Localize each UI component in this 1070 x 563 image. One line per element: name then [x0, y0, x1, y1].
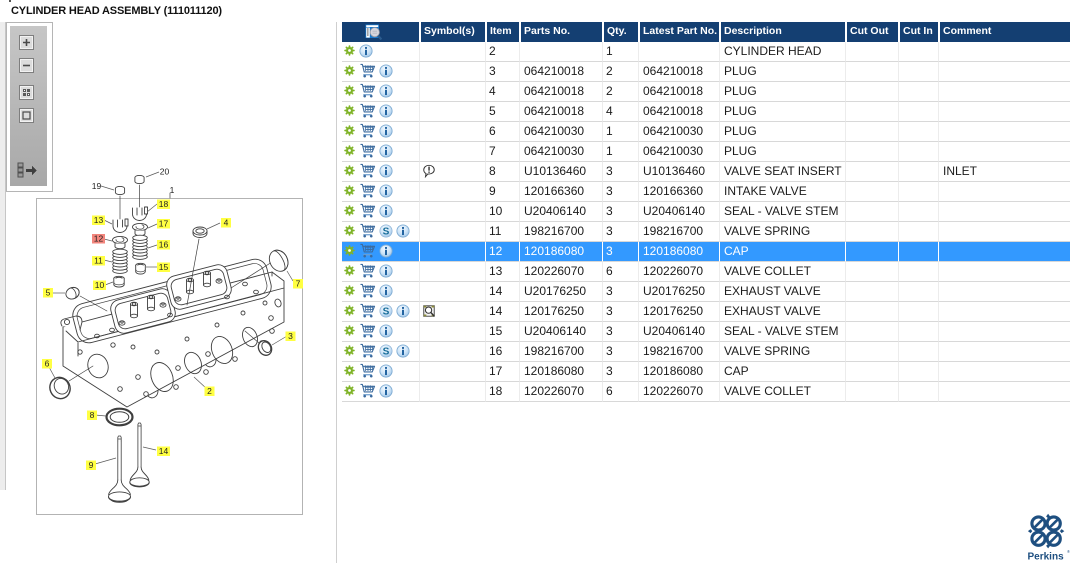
svg-text:7: 7 — [296, 279, 301, 289]
svg-text:2: 2 — [207, 386, 212, 396]
svg-text:16: 16 — [159, 240, 169, 250]
svg-text:9: 9 — [89, 460, 94, 470]
svg-text:1: 1 — [170, 185, 175, 195]
svg-text:Perkins: Perkins — [1028, 552, 1065, 563]
svg-text:17: 17 — [159, 219, 169, 229]
svg-text:5: 5 — [46, 288, 51, 298]
svg-text:6: 6 — [45, 359, 50, 369]
svg-text:19: 19 — [92, 181, 102, 191]
svg-text:®: ® — [1067, 549, 1070, 554]
svg-text:8: 8 — [90, 410, 95, 420]
svg-text:4: 4 — [224, 218, 229, 228]
svg-text:15: 15 — [159, 262, 169, 272]
svg-text:11: 11 — [94, 256, 103, 266]
svg-text:13: 13 — [94, 215, 104, 225]
svg-text:20: 20 — [160, 167, 170, 177]
svg-text:18: 18 — [159, 199, 169, 209]
svg-text:14: 14 — [159, 446, 169, 456]
svg-text:10: 10 — [95, 280, 105, 290]
svg-text:3: 3 — [288, 331, 293, 341]
svg-text:12: 12 — [94, 234, 104, 244]
